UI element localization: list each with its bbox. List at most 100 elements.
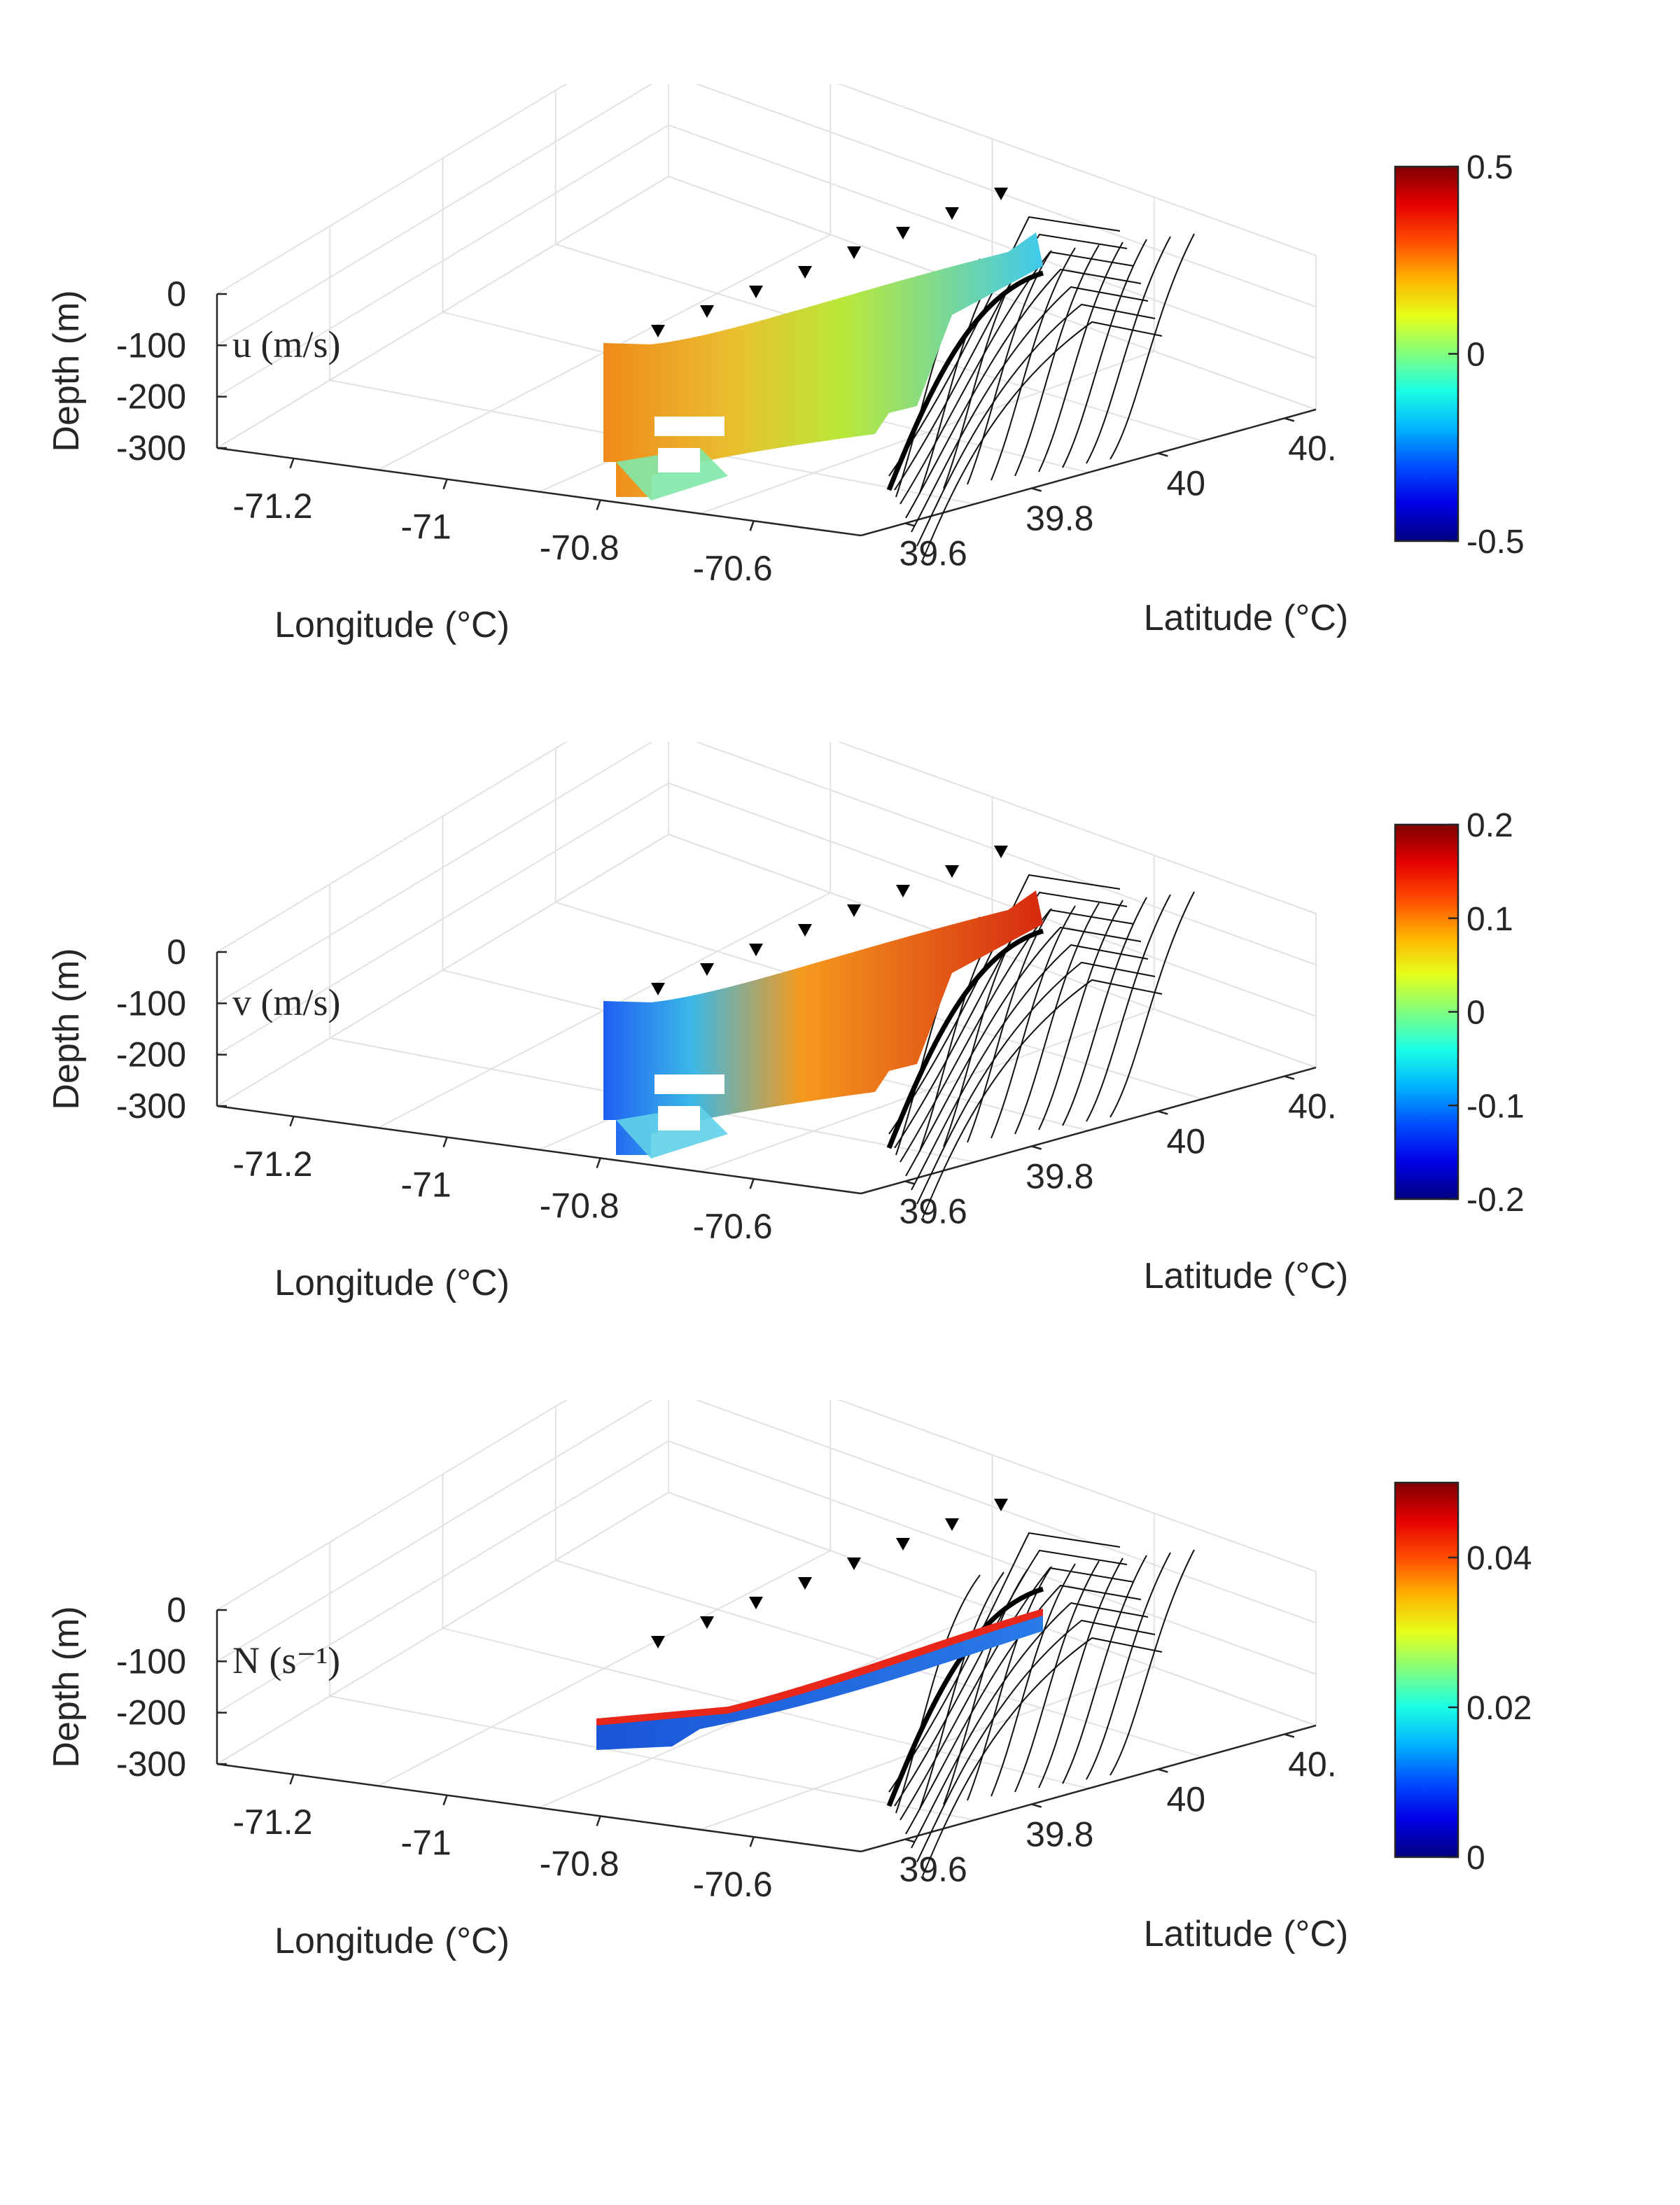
mesh-line bbox=[905, 926, 1142, 1177]
mesh-line bbox=[916, 961, 1156, 1205]
z-axis-label: Depth (m) bbox=[46, 290, 87, 451]
x-tick-label: -71.2 bbox=[233, 1802, 313, 1842]
x-tick-mark bbox=[442, 1137, 448, 1148]
mesh-line bbox=[1086, 894, 1171, 1122]
colorbar-tick-label: 0 bbox=[1466, 995, 1485, 1032]
mesh-line bbox=[905, 1584, 1142, 1835]
quantity-label: u (m/s) bbox=[232, 323, 341, 365]
x-tick-mark bbox=[596, 1157, 601, 1168]
mesh-line bbox=[919, 1572, 1004, 1809]
grid-line bbox=[216, 834, 669, 1107]
mesh-line bbox=[1014, 902, 1100, 1135]
x-tick-label: -70.6 bbox=[693, 1865, 773, 1904]
z-tick-label: -200 bbox=[116, 377, 186, 416]
y-tick-mark bbox=[1157, 1768, 1168, 1773]
station-marker bbox=[994, 188, 1008, 200]
y-tick-label: 40. bbox=[1288, 1745, 1337, 1784]
x-axis-line bbox=[216, 447, 862, 537]
x-tick-mark bbox=[289, 1774, 295, 1785]
y-tick-label: 40 bbox=[1166, 464, 1205, 503]
y-tick-mark bbox=[1031, 487, 1042, 492]
grid-line bbox=[216, 742, 653, 1004]
grid-line bbox=[668, 124, 1317, 359]
mesh-line bbox=[916, 1619, 1156, 1863]
mesh-line bbox=[899, 1567, 1135, 1821]
colorbar-tick-label: 0.1 bbox=[1466, 901, 1513, 938]
x-tick-label: -70.6 bbox=[693, 1207, 773, 1246]
mesh-line bbox=[905, 268, 1142, 519]
mesh-line bbox=[899, 251, 1135, 505]
grid-line bbox=[216, 782, 669, 1056]
z-tick-label: -300 bbox=[116, 1086, 186, 1126]
x-tick-label: -70.8 bbox=[540, 1844, 620, 1883]
grid-line bbox=[216, 1492, 669, 1765]
grid-line bbox=[330, 1695, 975, 1821]
station-marker bbox=[651, 325, 665, 337]
x-tick-mark bbox=[596, 499, 601, 510]
x-axis-line bbox=[216, 1105, 862, 1195]
station-marker bbox=[896, 1538, 910, 1550]
x-tick-label: -70.6 bbox=[693, 549, 773, 588]
grid-line bbox=[216, 1440, 669, 1714]
grid bbox=[216, 84, 1317, 536]
grid-line bbox=[694, 742, 1317, 966]
mesh-line bbox=[1062, 239, 1147, 468]
mesh-line bbox=[888, 874, 1121, 1135]
x-tick-label: -71 bbox=[400, 1166, 451, 1205]
section-surface bbox=[603, 232, 1043, 500]
colorbar-tick-label: -0.2 bbox=[1466, 1182, 1525, 1219]
x-axis-label: Longitude (°C) bbox=[274, 605, 510, 645]
y-tick-mark bbox=[1284, 1733, 1295, 1738]
mesh-line bbox=[1110, 891, 1195, 1118]
colorbar-tick-label: 0.5 bbox=[1466, 149, 1513, 186]
y-tick-mark bbox=[1031, 1145, 1042, 1150]
grid-line bbox=[837, 742, 1317, 914]
station-marker bbox=[798, 1577, 812, 1590]
y-tick-label: 39.8 bbox=[1026, 499, 1093, 538]
station-marker bbox=[896, 227, 910, 239]
mesh-line bbox=[911, 286, 1149, 533]
x-tick-mark bbox=[749, 1836, 755, 1847]
mesh-line bbox=[1014, 1560, 1100, 1793]
mesh-line bbox=[1110, 233, 1195, 460]
station-marker bbox=[749, 286, 763, 298]
mesh-line bbox=[1014, 244, 1100, 477]
mesh-line bbox=[1038, 1558, 1124, 1788]
grid-line bbox=[216, 1400, 653, 1662]
z-tick-label: -300 bbox=[116, 1744, 186, 1784]
mesh-line bbox=[990, 247, 1076, 481]
grid-line bbox=[668, 782, 1317, 1017]
quantity-label: v (m/s) bbox=[232, 981, 341, 1023]
colorbar bbox=[1394, 823, 1460, 1200]
station-marker bbox=[798, 924, 812, 937]
mesh-line bbox=[888, 216, 1121, 477]
mesh-line bbox=[1086, 236, 1171, 464]
quantity-label: N (s⁻¹) bbox=[232, 1639, 340, 1681]
colorbar bbox=[1394, 1481, 1460, 1858]
mesh-line bbox=[916, 303, 1156, 547]
y-tick-label: 40. bbox=[1288, 429, 1337, 468]
colorbar-tick-label: 0 bbox=[1466, 337, 1485, 374]
station-marker bbox=[700, 1616, 714, 1629]
grid-line bbox=[668, 1440, 1317, 1675]
station-marker bbox=[700, 305, 714, 318]
y-tick-label: 39.6 bbox=[899, 534, 967, 573]
shelf-edge-line bbox=[886, 1586, 1044, 1807]
mesh-line bbox=[990, 905, 1076, 1139]
z-axis-label: Depth (m) bbox=[46, 948, 87, 1110]
y-axis-line bbox=[860, 1066, 1317, 1195]
mesh-line bbox=[1062, 1555, 1147, 1784]
station-marker bbox=[749, 1597, 763, 1609]
section-gap bbox=[658, 448, 700, 472]
mesh-line bbox=[899, 909, 1135, 1163]
x-axis-label: Longitude (°C) bbox=[274, 1921, 510, 1961]
x-tick-mark bbox=[749, 520, 755, 531]
x-tick-label: -71 bbox=[400, 1823, 451, 1863]
station-marker bbox=[847, 1558, 861, 1570]
x-tick-mark bbox=[289, 458, 295, 469]
x-tick-label: -71 bbox=[400, 507, 451, 547]
mesh-line bbox=[922, 1637, 1163, 1877]
y-tick-mark bbox=[1031, 1803, 1042, 1808]
section-surface bbox=[603, 890, 1043, 1158]
grid-line bbox=[837, 84, 1317, 256]
